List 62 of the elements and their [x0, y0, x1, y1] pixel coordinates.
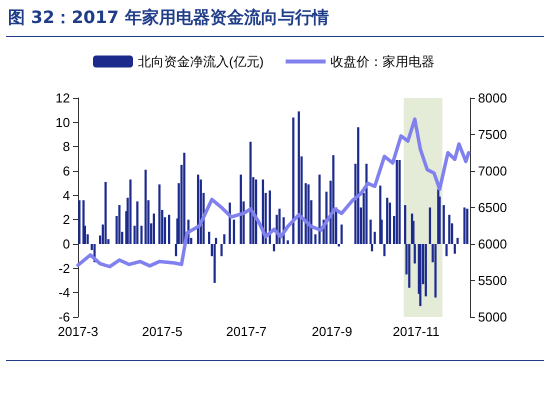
bar: [357, 127, 360, 244]
bar: [424, 244, 427, 296]
x-tick-label: 2017-3: [58, 324, 98, 339]
bar: [298, 111, 300, 244]
bar: [168, 214, 170, 244]
y-tick-label: -2: [58, 260, 70, 276]
bar: [183, 152, 186, 244]
bar: [408, 244, 410, 288]
bar: [428, 208, 432, 244]
bar: [223, 234, 226, 244]
bar: [292, 117, 294, 244]
bar: [158, 184, 161, 244]
y-tick-label: 4: [62, 188, 70, 203]
bar: [454, 244, 456, 254]
bar: [434, 244, 437, 298]
x-tick-label: 2017-7: [226, 324, 267, 339]
bar: [104, 182, 107, 244]
bar: [118, 205, 121, 244]
bar: [129, 180, 132, 244]
y-tick-label: 8: [62, 139, 70, 154]
bar: [78, 200, 80, 244]
legend-label: 北向资金净流入(亿元): [138, 54, 264, 69]
legend-label: 收盘价：家用电器: [330, 54, 435, 69]
bar: [386, 198, 388, 244]
y2-tick-label: 6500: [478, 200, 507, 215]
bar: [208, 232, 210, 244]
y-tick-label: -4: [58, 285, 70, 300]
x-tick-label: 2017-5: [142, 324, 182, 339]
bar: [152, 214, 156, 244]
y-tick-label: 2: [62, 212, 70, 228]
bar: [272, 244, 276, 252]
y2-tick-label: 7000: [478, 164, 507, 178]
bar: [374, 232, 376, 244]
bar: [136, 201, 138, 244]
bar: [144, 170, 147, 244]
y-tick-label: 0: [62, 236, 70, 252]
y2-tick-label: 5000: [478, 310, 507, 324]
y-tick-label: 10: [56, 114, 70, 130]
bar: [398, 160, 401, 244]
y2-tick-label: 8000: [478, 90, 507, 106]
bar: [445, 244, 448, 256]
y-tick-label: -6: [58, 310, 70, 324]
bar: [304, 183, 307, 244]
bar: [396, 160, 398, 244]
bar: [232, 220, 236, 244]
line-series: [76, 117, 470, 268]
bar: [466, 208, 468, 244]
bar: [448, 214, 450, 244]
x-tick-label: 2017-11: [392, 324, 440, 339]
y-tick-label: 12: [56, 90, 70, 106]
x-tick-label: 2017-9: [312, 324, 352, 339]
bar: [220, 244, 223, 256]
bar: [383, 244, 386, 256]
chart-title: 图 32：2017 年家用电器资金流向与行情: [8, 7, 329, 29]
bar: [419, 244, 422, 306]
y-tick-label: 6: [62, 164, 70, 178]
y2-tick-label: 5500: [478, 273, 507, 288]
bar: [463, 208, 466, 244]
y2-tick-label: 7500: [478, 127, 507, 142]
bar: [442, 205, 445, 244]
bar: [340, 224, 343, 244]
y2-tick-label: 6000: [478, 236, 507, 252]
